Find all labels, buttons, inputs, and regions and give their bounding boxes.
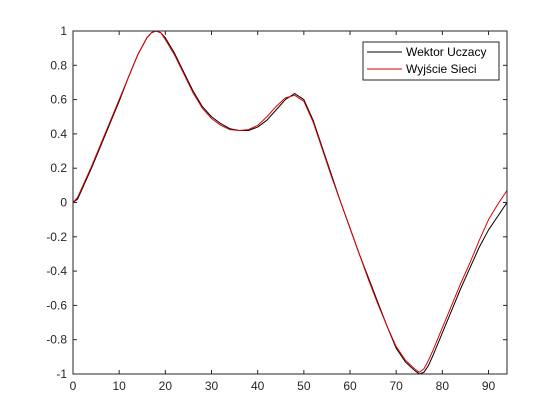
series-line-wyjscie-sieci [72, 30, 508, 373]
x-tick-label: 0 [70, 379, 77, 393]
y-tick-label: -0.2 [46, 230, 67, 244]
y-tick-label: 0.4 [50, 127, 67, 141]
x-axis-ticks: 0 10 20 30 40 50 60 70 80 90 [70, 31, 496, 393]
x-tick-label: 50 [297, 379, 311, 393]
y-tick-label: 1 [60, 24, 67, 38]
x-tick-label: 20 [159, 379, 173, 393]
x-tick-label: 60 [343, 379, 357, 393]
legend-box [362, 41, 500, 81]
x-tick-label: 70 [390, 379, 404, 393]
legend-label-wektor-uczacy: Wektor Uczacy [406, 45, 486, 59]
plot-area [73, 31, 507, 374]
y-tick-label: -0.4 [46, 264, 67, 278]
legend: Wektor Uczacy Wyjście Sieci [362, 41, 500, 81]
y-tick-label: -1 [56, 367, 67, 381]
x-tick-label: 30 [205, 379, 219, 393]
y-tick-label: -0.8 [46, 333, 67, 347]
series-lines [72, 30, 508, 375]
y-axis-ticks: -1 -0.8 -0.6 -0.4 -0.2 0 0.2 0.4 0.6 0.8 1 [46, 24, 507, 381]
y-tick-label: -0.6 [46, 298, 67, 312]
y-tick-label: 0.2 [50, 161, 67, 175]
y-tick-label: 0.8 [50, 58, 67, 72]
legend-label-wyjscie-sieci: Wyjście Sieci [406, 62, 477, 76]
y-tick-label: 0.6 [50, 93, 67, 107]
x-tick-label: 40 [251, 379, 265, 393]
y-tick-label: 0 [60, 196, 67, 210]
plot-frame [72, 30, 508, 375]
x-tick-label: 10 [112, 379, 126, 393]
x-tick-label: 90 [482, 379, 496, 393]
x-tick-label: 80 [436, 379, 450, 393]
